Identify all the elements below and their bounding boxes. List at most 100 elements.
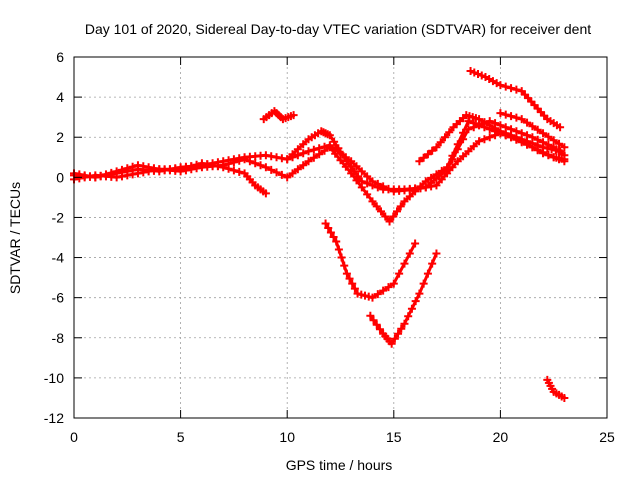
data-point-marker	[517, 115, 526, 124]
data-point-marker	[560, 143, 569, 152]
data-point-marker	[485, 121, 494, 130]
data-point-marker	[387, 339, 396, 348]
data-point-marker	[544, 132, 553, 141]
y-tick-label: -2	[52, 209, 65, 225]
data-point-marker	[340, 261, 349, 270]
data-point-marker	[523, 118, 532, 127]
data-point-marker	[139, 162, 148, 171]
data-point-marker	[453, 157, 462, 166]
data-point-marker	[299, 161, 308, 170]
data-point-marker	[415, 157, 424, 166]
data-point-marker	[348, 279, 357, 288]
data-point-marker	[421, 183, 430, 192]
data-point-marker	[369, 316, 378, 325]
data-point-marker	[551, 146, 560, 155]
series-layer	[70, 67, 569, 402]
y-tick-label: 2	[56, 129, 64, 145]
y-axis-label: SDTVAR / TECUs	[7, 182, 23, 294]
data-point-marker	[332, 237, 341, 246]
x-tick-label: 0	[70, 429, 78, 445]
data-point-marker	[480, 118, 489, 127]
tick-layer: 0 5 10 15 20 25 -12 -10 -8 -6 -4 -2 0 2 4 6	[44, 49, 615, 445]
data-point-marker	[299, 149, 308, 158]
data-point-marker	[267, 152, 276, 161]
x-tick-label: 20	[493, 429, 509, 445]
series-track-10	[366, 249, 441, 348]
y-tick-label: 0	[56, 169, 64, 185]
data-point-marker	[304, 157, 313, 166]
data-point-marker	[324, 223, 333, 232]
data-point-marker	[277, 154, 286, 163]
series-track-1	[70, 129, 569, 196]
data-point-marker	[330, 137, 339, 146]
data-point-marker	[277, 170, 286, 179]
data-point-marker	[428, 259, 437, 268]
data-point-marker	[533, 125, 542, 134]
data-point-marker	[407, 304, 416, 313]
data-point-marker	[283, 173, 292, 182]
data-point-marker	[415, 289, 424, 298]
data-point-marker	[235, 156, 244, 165]
data-point-marker	[256, 161, 265, 170]
data-point-marker	[357, 290, 366, 299]
data-point-marker	[544, 150, 553, 159]
data-point-marker	[533, 141, 542, 150]
data-point-marker	[352, 176, 361, 185]
data-point-marker	[144, 163, 153, 172]
data-point-marker	[251, 159, 260, 168]
data-point-marker	[293, 165, 302, 174]
data-point-marker	[448, 155, 457, 164]
data-point-marker	[334, 245, 343, 254]
data-point-marker	[397, 324, 406, 333]
x-tick-label: 5	[177, 429, 185, 445]
data-point-marker	[342, 269, 351, 278]
data-point-marker	[523, 137, 532, 146]
data-point-marker	[337, 253, 346, 262]
data-point-marker	[372, 202, 381, 211]
x-axis-label: GPS time / hours	[286, 457, 393, 473]
series-track-3	[70, 159, 270, 198]
data-point-marker	[213, 162, 222, 171]
data-point-marker	[475, 137, 484, 146]
data-point-marker	[475, 115, 484, 124]
data-point-marker	[396, 202, 405, 211]
data-point-marker	[390, 334, 399, 343]
x-tick-label: 15	[386, 429, 402, 445]
data-point-marker	[149, 164, 158, 173]
data-point-marker	[507, 84, 516, 93]
data-point-marker	[496, 81, 505, 90]
data-point-marker	[203, 160, 212, 169]
data-point-marker	[405, 249, 414, 258]
data-point-marker	[507, 131, 516, 140]
data-point-marker	[261, 163, 270, 172]
data-point-marker	[556, 147, 565, 156]
y-tick-label: 6	[56, 49, 64, 65]
data-point-marker	[453, 145, 462, 154]
data-point-marker	[405, 192, 414, 201]
data-point-marker	[315, 150, 324, 159]
data-point-marker	[372, 320, 381, 329]
data-point-marker	[320, 146, 329, 155]
data-point-marker	[419, 153, 428, 162]
data-point-marker	[245, 157, 254, 166]
data-point-marker	[363, 190, 372, 199]
data-point-marker	[304, 147, 313, 156]
data-point-marker	[432, 174, 441, 183]
data-point-marker	[507, 112, 516, 121]
data-point-marker	[261, 189, 270, 198]
data-point-marker	[309, 145, 318, 154]
data-point-marker	[437, 169, 446, 178]
data-point-marker	[197, 159, 206, 168]
data-point-marker	[501, 129, 510, 138]
data-point-marker	[368, 197, 377, 206]
data-point-marker	[187, 162, 196, 171]
data-point-marker	[361, 291, 370, 300]
data-point-marker	[288, 169, 297, 178]
data-point-marker	[440, 133, 449, 142]
data-point-marker	[107, 168, 116, 177]
series-track-5	[259, 107, 298, 124]
y-tick-label: -10	[44, 370, 64, 386]
series-track-6	[415, 111, 565, 166]
data-point-marker	[123, 164, 132, 173]
grid-layer	[74, 57, 607, 418]
